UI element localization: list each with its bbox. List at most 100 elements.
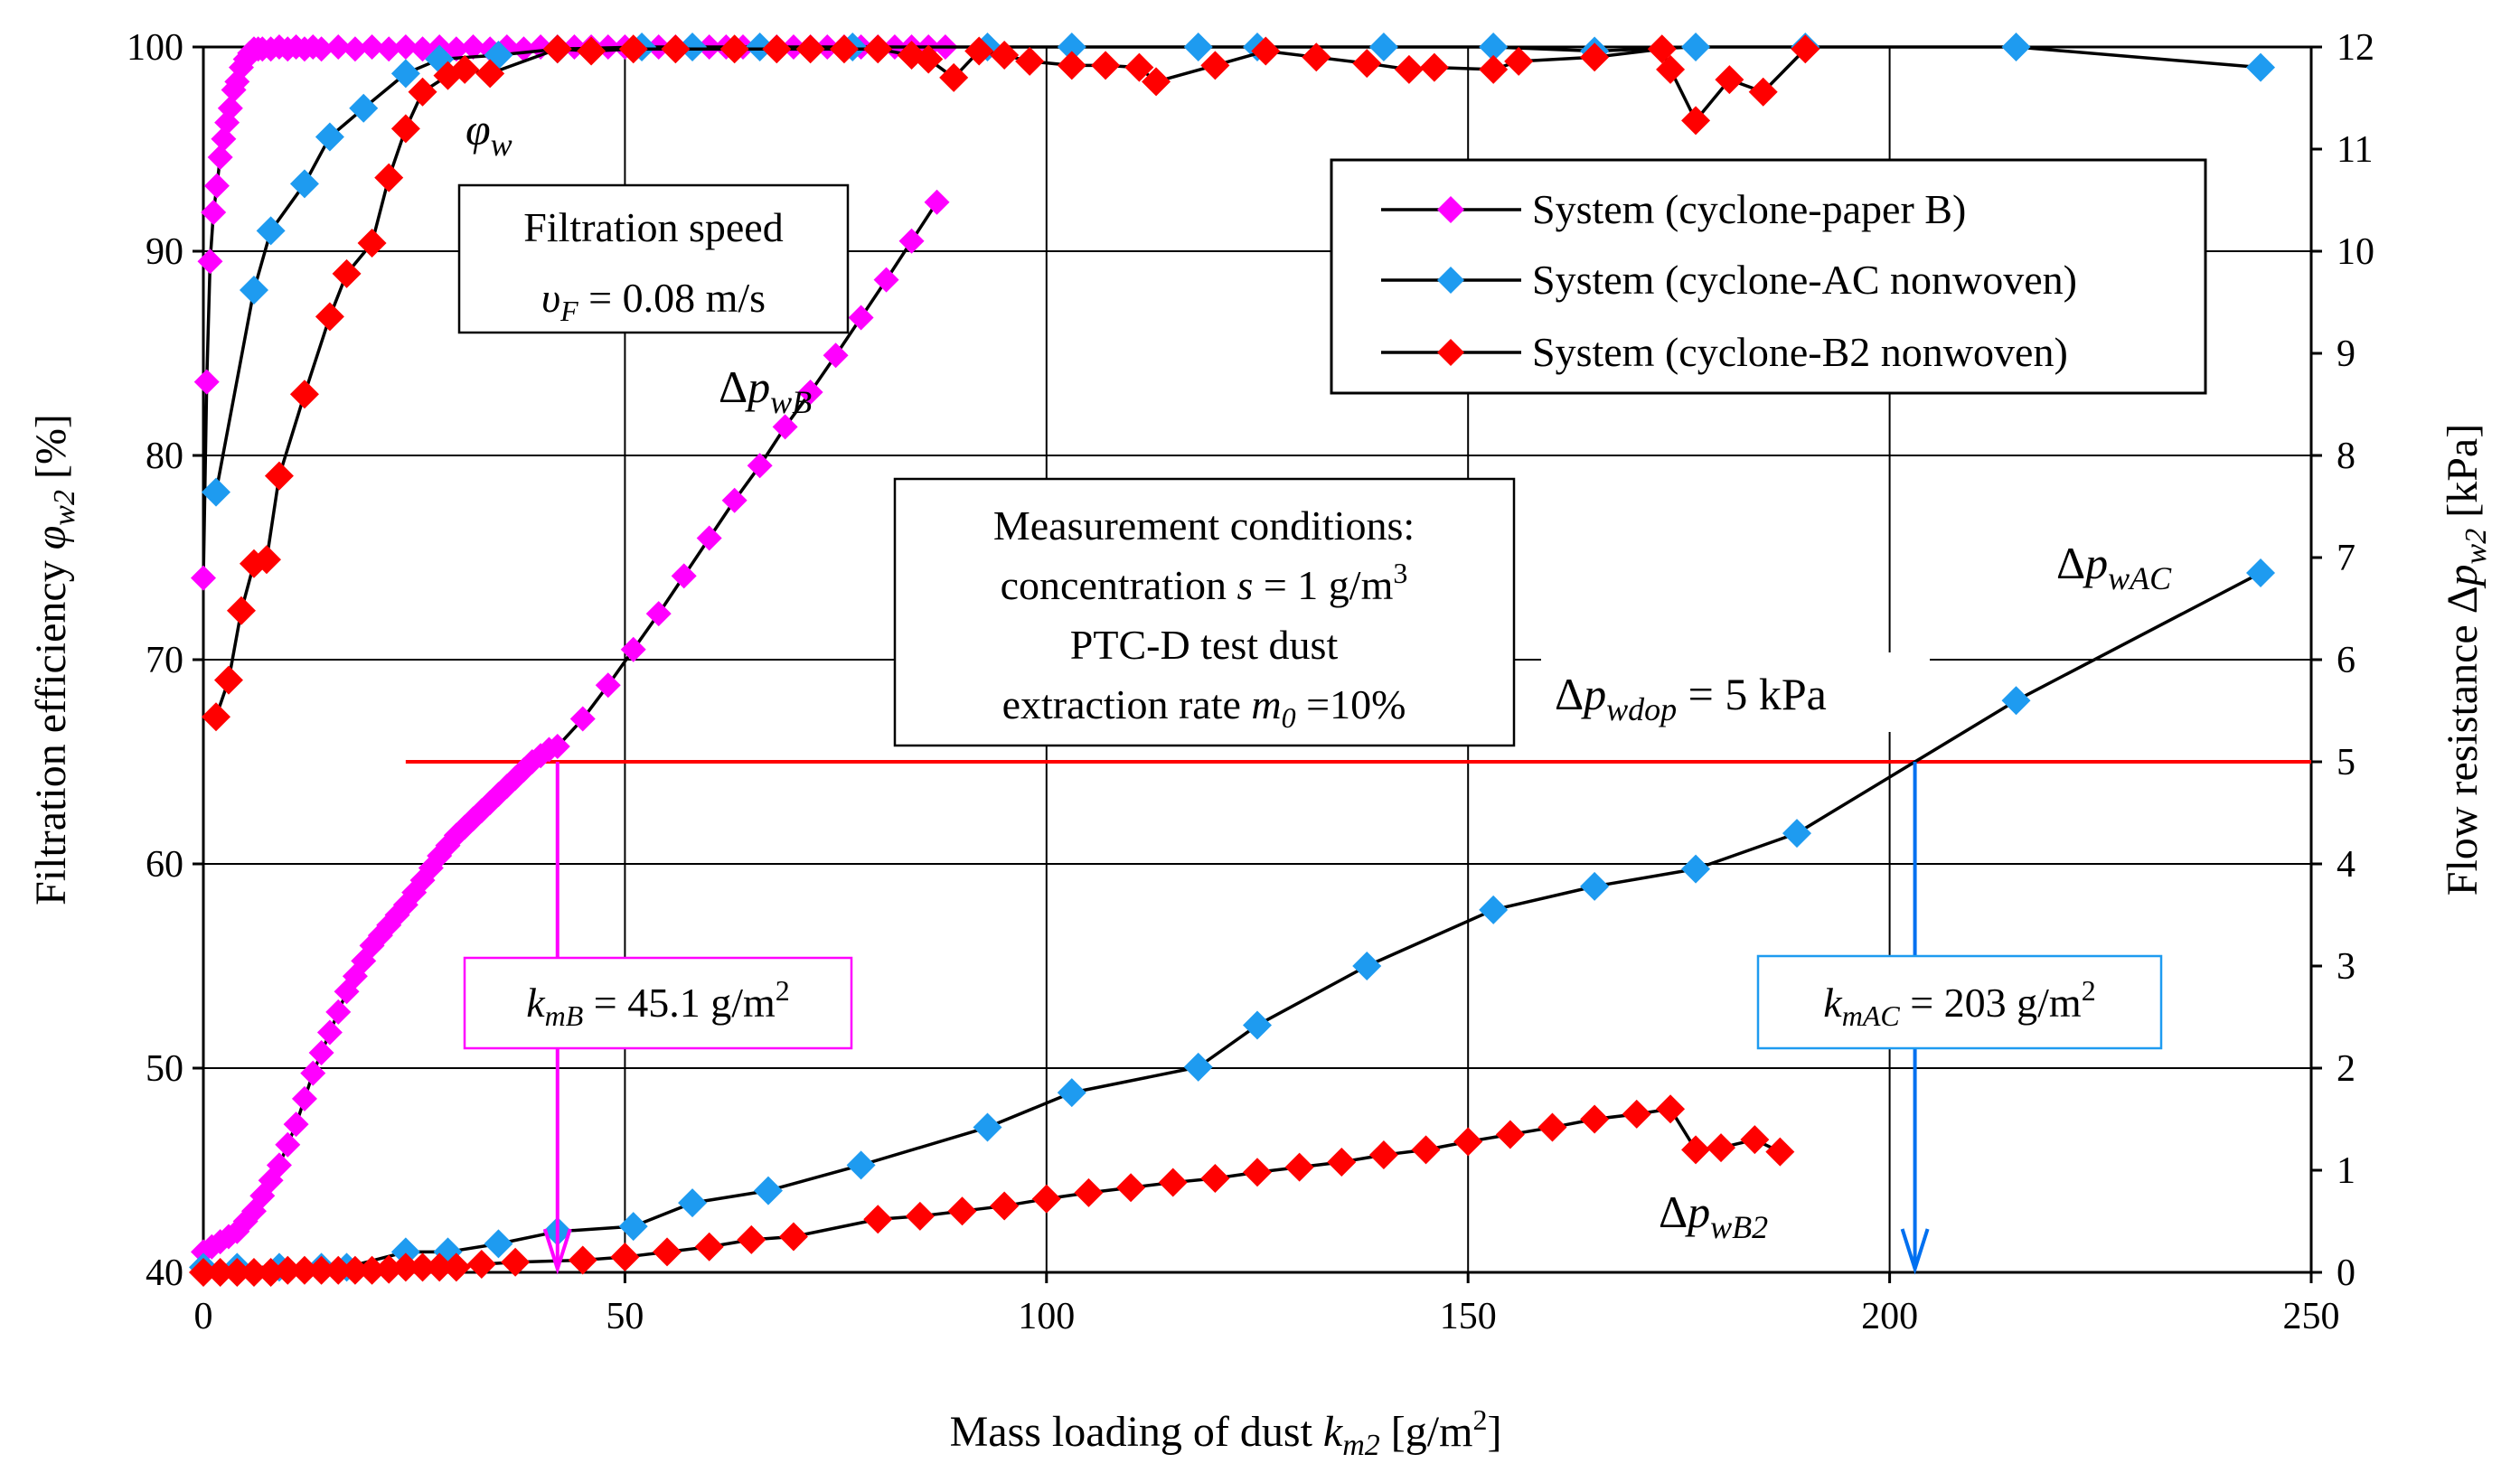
data-point (325, 999, 352, 1025)
y-right-tick-label: 10 (2337, 231, 2374, 273)
data-point (973, 1112, 1002, 1142)
data-point (256, 216, 286, 246)
x-tick-label: 150 (1440, 1296, 1497, 1337)
data-point (408, 77, 437, 107)
data-point (653, 1237, 682, 1267)
data-point (484, 1229, 513, 1259)
data-point (226, 596, 256, 625)
measurement-conditions-box: Measurement conditions: concentration s … (893, 477, 1516, 747)
y-left-tick-label: 70 (146, 640, 183, 681)
data-point (376, 36, 402, 62)
data-point (408, 1252, 437, 1282)
arrow-head (1900, 1228, 1930, 1275)
data-point (1748, 77, 1778, 107)
data-point (201, 702, 230, 732)
arrow-head (542, 1228, 572, 1275)
data-point (1251, 36, 1281, 66)
data-point (1302, 42, 1331, 72)
data-point (1647, 34, 1677, 64)
data-point (239, 275, 268, 305)
data-point (568, 1245, 597, 1275)
data-point (1411, 1135, 1441, 1165)
data-point (863, 1205, 893, 1234)
data-point (308, 36, 334, 62)
kmB-box: kmB = 45.1 g/m2 (463, 956, 853, 1050)
data-point (1580, 871, 1610, 901)
data-point (511, 36, 537, 62)
data-point (443, 822, 469, 849)
filtration-speed-box: Filtration speed υF = 0.08 m/s (457, 183, 850, 334)
svg-text:Measurement conditions:: Measurement conditions: (993, 502, 1415, 549)
data-point (1284, 1152, 1314, 1182)
data-point (441, 1252, 471, 1282)
data-point (745, 33, 775, 61)
data-point (1479, 54, 1509, 84)
data-point (425, 1252, 455, 1282)
x-tick-label: 100 (1018, 1296, 1075, 1337)
legend-label: System (cyclone-paper B) (1532, 186, 1966, 232)
data-point (460, 34, 486, 60)
data-point (222, 1258, 252, 1287)
data-point (762, 34, 792, 64)
data-point (737, 1224, 766, 1254)
data-point (201, 477, 230, 507)
data-point (2001, 686, 2031, 716)
kmAC-box: kmAC = 203 g/m2 (1756, 954, 2163, 1050)
legend-label: System (cyclone-AC nonwoven) (1532, 257, 2077, 303)
svg-text:Δpwdop = 5 kPa: Δpwdop = 5 kPa (1555, 669, 1827, 727)
data-point (544, 734, 570, 760)
data-point (797, 379, 823, 405)
data-point (315, 302, 344, 332)
data-point (721, 487, 748, 513)
data-point (217, 95, 243, 121)
y-right-tick-label: 11 (2337, 129, 2373, 171)
data-point (778, 1222, 808, 1252)
svg-text:Filtration speed: Filtration speed (523, 204, 783, 250)
data-point (315, 122, 344, 152)
y-left-tick-label: 60 (146, 844, 183, 886)
data-point (1782, 819, 1811, 849)
data-point (924, 189, 950, 215)
data-point (1243, 1010, 1272, 1040)
data-point (1580, 42, 1610, 72)
series-efficiency (201, 34, 1820, 732)
data-point (205, 1258, 235, 1287)
data-point (1327, 1147, 1357, 1177)
data-point (1057, 1078, 1086, 1108)
data-point (289, 380, 319, 409)
tick-labels: 0 50 100 150 200 2504050607080901000123456789… (127, 27, 2374, 1337)
data-point (719, 34, 749, 64)
data-point (914, 44, 944, 74)
y-right-tick-label: 3 (2337, 946, 2355, 988)
data-point (275, 1131, 301, 1158)
data-point (1479, 33, 1509, 61)
data-point (618, 34, 648, 64)
data-point (475, 59, 505, 89)
y-right-tick-label: 0 (2337, 1252, 2355, 1294)
y-left-axis-title: Filtration efficiency φw2 [%] (27, 414, 81, 905)
data-point (374, 163, 404, 192)
data-point (1707, 1133, 1736, 1163)
legend: System (cyclone-paper B) System (cyclone-… (1330, 158, 2207, 395)
data-point (1243, 1158, 1272, 1187)
data-point (1715, 65, 1744, 95)
data-point (357, 228, 387, 258)
series-layer (189, 33, 2276, 1287)
data-point (477, 36, 503, 62)
x-tick-label: 250 (2283, 1296, 2340, 1337)
data-point (466, 1249, 496, 1279)
data-point (1656, 1094, 1686, 1124)
data-point (409, 36, 436, 62)
y-right-axis-title: Flow resistance Δpw2 [kPa] (2439, 424, 2493, 896)
data-point (1183, 33, 1213, 61)
data-point (306, 1255, 336, 1285)
data-point (747, 453, 773, 479)
data-point (1352, 952, 1382, 980)
data-point (325, 34, 352, 60)
data-point (863, 34, 893, 64)
data-point (618, 1212, 648, 1242)
data-point (390, 59, 420, 89)
data-point (1200, 1164, 1230, 1194)
data-point (905, 1201, 935, 1231)
data-point (450, 54, 480, 84)
